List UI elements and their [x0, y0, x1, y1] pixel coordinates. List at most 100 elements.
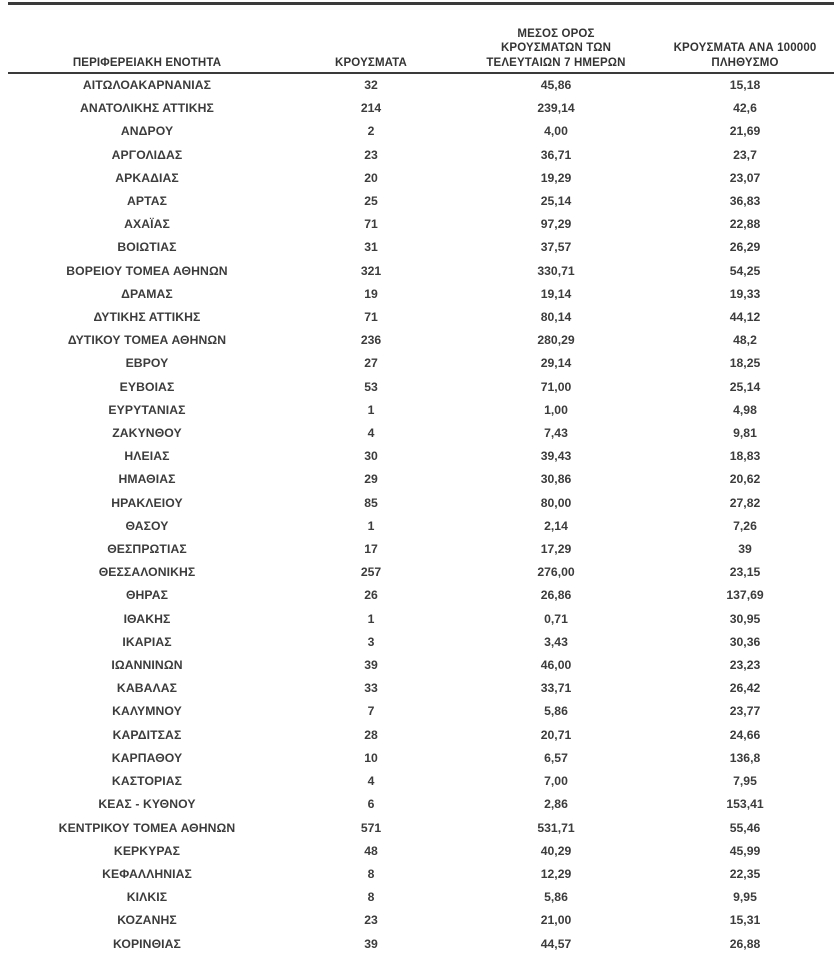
cell-cases: 28 [364, 727, 378, 742]
cell-cases: 33 [364, 681, 378, 696]
cell-per100k: 137,69 [726, 588, 764, 603]
table-row: ΑΧΑΪΑΣ 71 97,29 22,88 [8, 213, 834, 236]
cell-per100k: 26,29 [729, 240, 761, 255]
cell-cases: 23 [364, 913, 378, 928]
cell-region: ΙΚΑΡΙΑΣ [122, 634, 172, 649]
table-row: ΘΗΡΑΣ 26 26,86 137,69 [8, 584, 834, 607]
cell-per100k: 23,77 [729, 704, 761, 719]
cell-region: ΑΧΑΪΑΣ [124, 217, 170, 232]
table-row: ΚΕΡΚΥΡΑΣ 48 40,29 45,99 [8, 840, 834, 863]
cell-per100k: 26,88 [729, 936, 761, 951]
cell-per100k: 18,83 [729, 449, 761, 464]
cell-region: ΚΕΦΑΛΛΗΝΙΑΣ [102, 866, 192, 881]
cell-per100k: 9,81 [733, 426, 757, 441]
cell-region: ΚΙΛΚΙΣ [126, 890, 168, 905]
cell-cases: 1 [367, 402, 375, 417]
header-line: ΚΡΟΥΣΜΑΤΩΝ ΤΩΝ [500, 42, 612, 54]
header-line: ΠΕΡΙΦΕΡΕΙΑΚΗ ΕΝΟΤΗΤΑ [72, 56, 222, 69]
cell-region: ΚΑΡΠΑΘΟΥ [111, 750, 183, 765]
table-row: ΔΡΑΜΑΣ 19 19,14 19,33 [8, 283, 834, 306]
table-row: ΗΛΕΙΑΣ 30 39,43 18,83 [8, 445, 834, 468]
cell-cases: 214 [360, 101, 382, 116]
cell-region: ΗΡΑΚΛΕΙΟΥ [111, 495, 183, 510]
header-line: ΚΡΟΥΣΜΑΤΑ ΑΝΑ 100000 [673, 42, 817, 54]
cell-cases: 39 [364, 936, 378, 951]
cell-per100k: 18,25 [729, 356, 761, 371]
cell-region: ΑΡΚΑΔΙΑΣ [115, 170, 179, 185]
cell-avg7: 5,86 [544, 704, 568, 719]
cell-avg7: 2,14 [544, 518, 568, 533]
cell-cases: 8 [367, 866, 375, 881]
cell-region: ΚΕΑΣ - ΚΥΘΝΟΥ [98, 797, 196, 812]
table-row: ΖΑΚΥΝΘΟΥ 4 7,43 9,81 [8, 422, 834, 445]
cell-avg7: 80,00 [540, 495, 572, 510]
cell-avg7: 44,57 [540, 936, 572, 951]
cell-region: ΘΕΣΣΑΛΟΝΙΚΗΣ [98, 565, 196, 580]
cell-cases: 85 [364, 495, 378, 510]
cell-per100k: 23,07 [729, 170, 761, 185]
cell-avg7: 0,71 [544, 611, 568, 626]
cell-region: ΗΜΑΘΙΑΣ [118, 472, 176, 487]
table-row: ΗΡΑΚΛΕΙΟΥ 85 80,00 27,82 [8, 492, 834, 515]
table-row: ΑΡΓΟΛΙΔΑΣ 23 36,71 23,7 [8, 144, 834, 167]
cell-avg7: 19,29 [540, 170, 572, 185]
cell-region: ΚΟΡΙΝΘΙΑΣ [113, 936, 181, 951]
cell-avg7: 12,29 [540, 866, 572, 881]
cell-per100k: 48,2 [733, 333, 757, 348]
cell-avg7: 5,86 [544, 890, 568, 905]
cell-cases: 19 [364, 286, 378, 301]
cell-avg7: 7,43 [544, 426, 568, 441]
cell-avg7: 330,71 [537, 263, 575, 278]
cell-cases: 39 [364, 658, 378, 673]
table-row: ΔΥΤΙΚΟΥ ΤΟΜΕΑ ΑΘΗΝΩΝ 236 280,29 48,2 [8, 329, 834, 352]
cell-cases: 53 [364, 379, 378, 394]
cell-avg7: 2,86 [544, 797, 568, 812]
cell-region: ΑΙΤΩΛΟΑΚΑΡΝΑΝΙΑΣ [82, 78, 212, 92]
table-row: ΘΑΣΟΥ 1 2,14 7,26 [8, 515, 834, 538]
cell-avg7: 280,29 [537, 333, 575, 348]
table-row: ΚΟΖΑΝΗΣ 23 21,00 15,31 [8, 909, 834, 932]
cell-avg7: 71,00 [540, 379, 572, 394]
cell-region: ΕΥΒΟΙΑΣ [119, 379, 175, 394]
cell-per100k: 7,26 [733, 518, 757, 533]
cell-cases: 20 [364, 170, 378, 185]
cell-per100k: 25,14 [729, 379, 761, 394]
cell-per100k: 7,95 [733, 774, 757, 789]
table-row: ΚΑΣΤΟΡΙΑΣ 4 7,00 7,95 [8, 770, 834, 793]
cell-region: ΘΗΡΑΣ [125, 588, 169, 603]
cell-region: ΙΘΑΚΗΣ [123, 611, 171, 626]
cell-per100k: 42,6 [733, 101, 757, 116]
cell-avg7: 29,14 [540, 356, 572, 371]
cell-region: ΕΥΡΥΤΑΝΙΑΣ [108, 402, 186, 417]
cell-per100k: 15,18 [729, 78, 761, 92]
cell-region: ΑΝΔΡΟΥ [120, 124, 174, 139]
cell-cases: 321 [360, 263, 382, 278]
cell-cases: 4 [367, 426, 375, 441]
cell-avg7: 3,43 [544, 634, 568, 649]
cell-cases: 4 [367, 774, 375, 789]
cell-per100k: 26,42 [729, 681, 761, 696]
cell-per100k: 22,35 [729, 866, 761, 881]
cell-cases: 7 [367, 704, 375, 719]
cell-region: ΕΒΡΟΥ [125, 356, 169, 371]
cell-avg7: 4,00 [544, 124, 568, 139]
table-row: ΚΑΡΠΑΘΟΥ 10 6,57 136,8 [8, 747, 834, 770]
table-row: ΑΙΤΩΛΟΑΚΑΡΝΑΝΙΑΣ 32 45,86 15,18 [8, 73, 834, 97]
column-header-avg7-lines: ΜΕΣΟΣ ΟΡΟΣ ΚΡΟΥΣΜΑΤΩΝ ΤΩΝ ΤΕΛΕΥΤΑΙΩΝ 7 ΗΜΕ… [456, 27, 656, 73]
cell-avg7: 46,00 [540, 658, 572, 673]
cell-per100k: 30,36 [729, 634, 761, 649]
cell-cases: 1 [367, 518, 375, 533]
cell-avg7: 33,71 [540, 681, 572, 696]
cell-per100k: 20,62 [729, 472, 761, 487]
table-row: ΕΥΡΥΤΑΝΙΑΣ 1 1,00 4,98 [8, 399, 834, 422]
cell-avg7: 97,29 [540, 217, 572, 232]
cell-cases: 27 [364, 356, 378, 371]
cell-region: ΔΥΤΙΚΗΣ ΑΤΤΙΚΗΣ [93, 310, 201, 325]
column-header-per100k: ΚΡΟΥΣΜΑΤΑ ΑΝΑ 100000 ΠΛΗΘΥΣΜΟ [656, 5, 834, 74]
cell-avg7: 25,14 [540, 194, 572, 209]
cell-avg7: 40,29 [540, 843, 572, 858]
header-line: ΚΡΟΥΣΜΑΤΑ [335, 56, 407, 69]
header-row: ΠΕΡΙΦΕΡΕΙΑΚΗ ΕΝΟΤΗΤΑ ΚΡΟΥΣΜΑΤΑ ΜΕΣΟΣ ΟΡΟ… [8, 5, 834, 74]
cell-per100k: 36,83 [729, 194, 761, 209]
cell-region: ΔΡΑΜΑΣ [121, 286, 173, 301]
